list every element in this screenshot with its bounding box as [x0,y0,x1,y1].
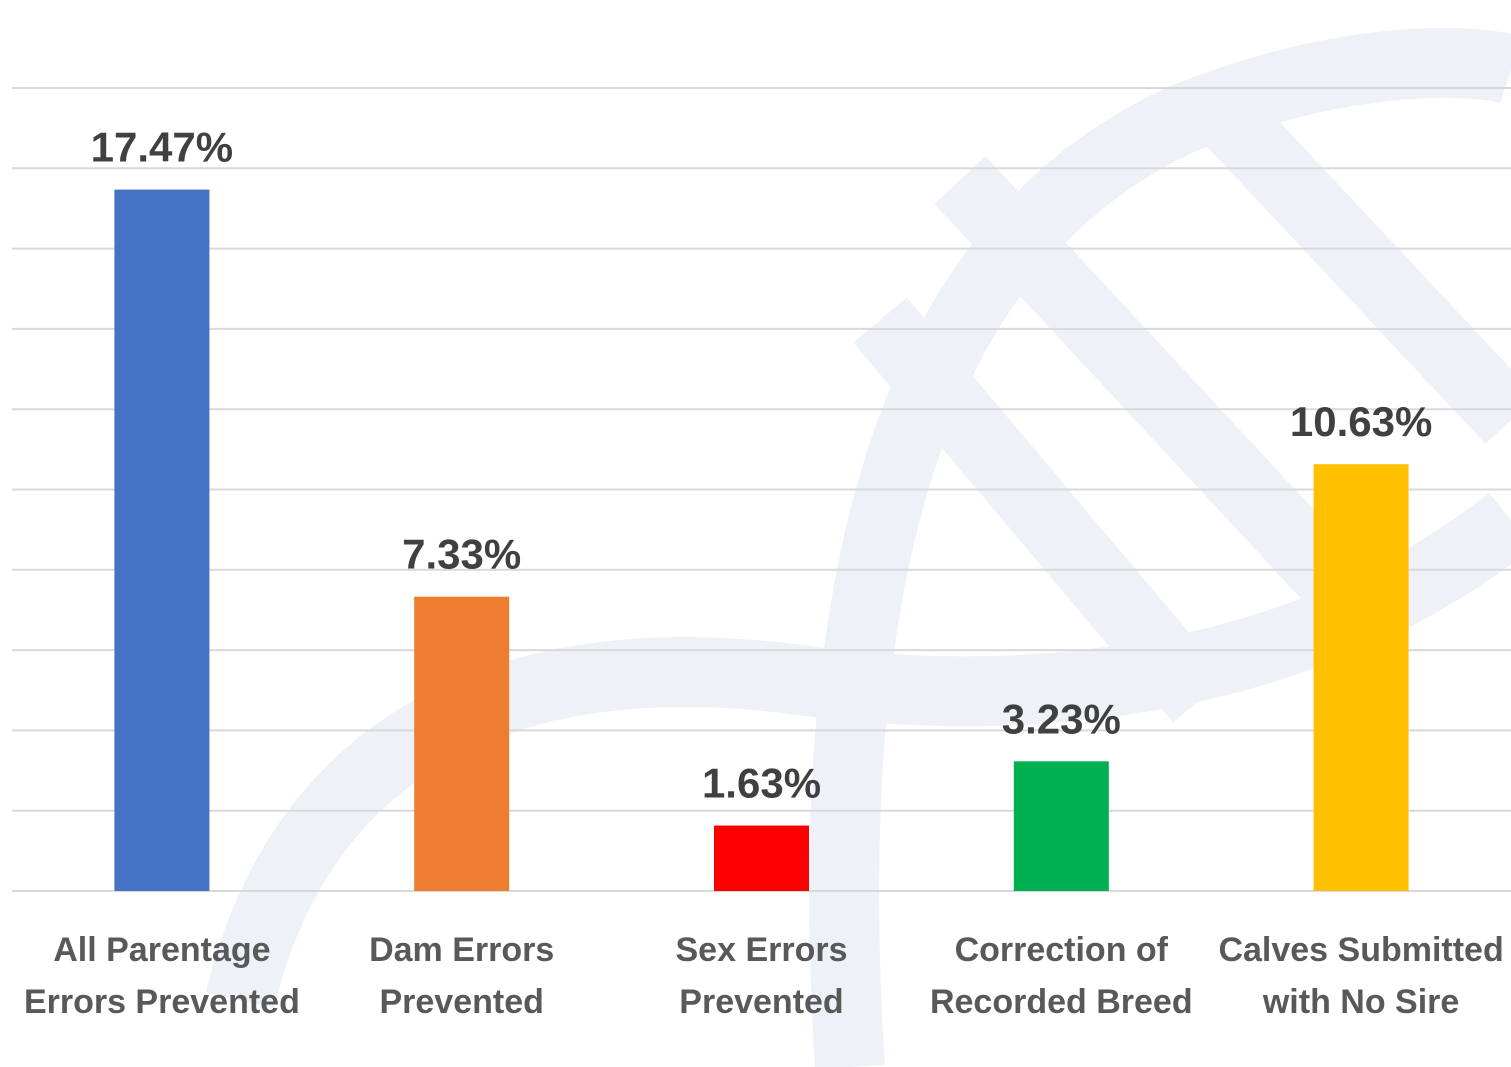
bar [714,825,809,891]
bar [114,189,210,892]
value-label: 7.33% [402,531,521,578]
x-tick-label: Dam Errors Prevented [369,931,555,1021]
bar [1313,464,1409,891]
x-tick-label: Sex Errors Prevented [675,931,848,1021]
value-label: 3.23% [1002,695,1121,742]
x-tick-label: Correction of Recorded Breed [929,931,1193,1021]
bar [414,596,510,891]
x-tick-label: All Parentage Errors Prevented [23,931,300,1021]
value-label: 17.47% [91,124,233,171]
value-label: 1.63% [702,760,821,807]
bar [1013,761,1109,891]
x-tick-label: Calves Submitted with No Sire [1218,931,1504,1021]
value-label: 10.63% [1290,398,1432,445]
